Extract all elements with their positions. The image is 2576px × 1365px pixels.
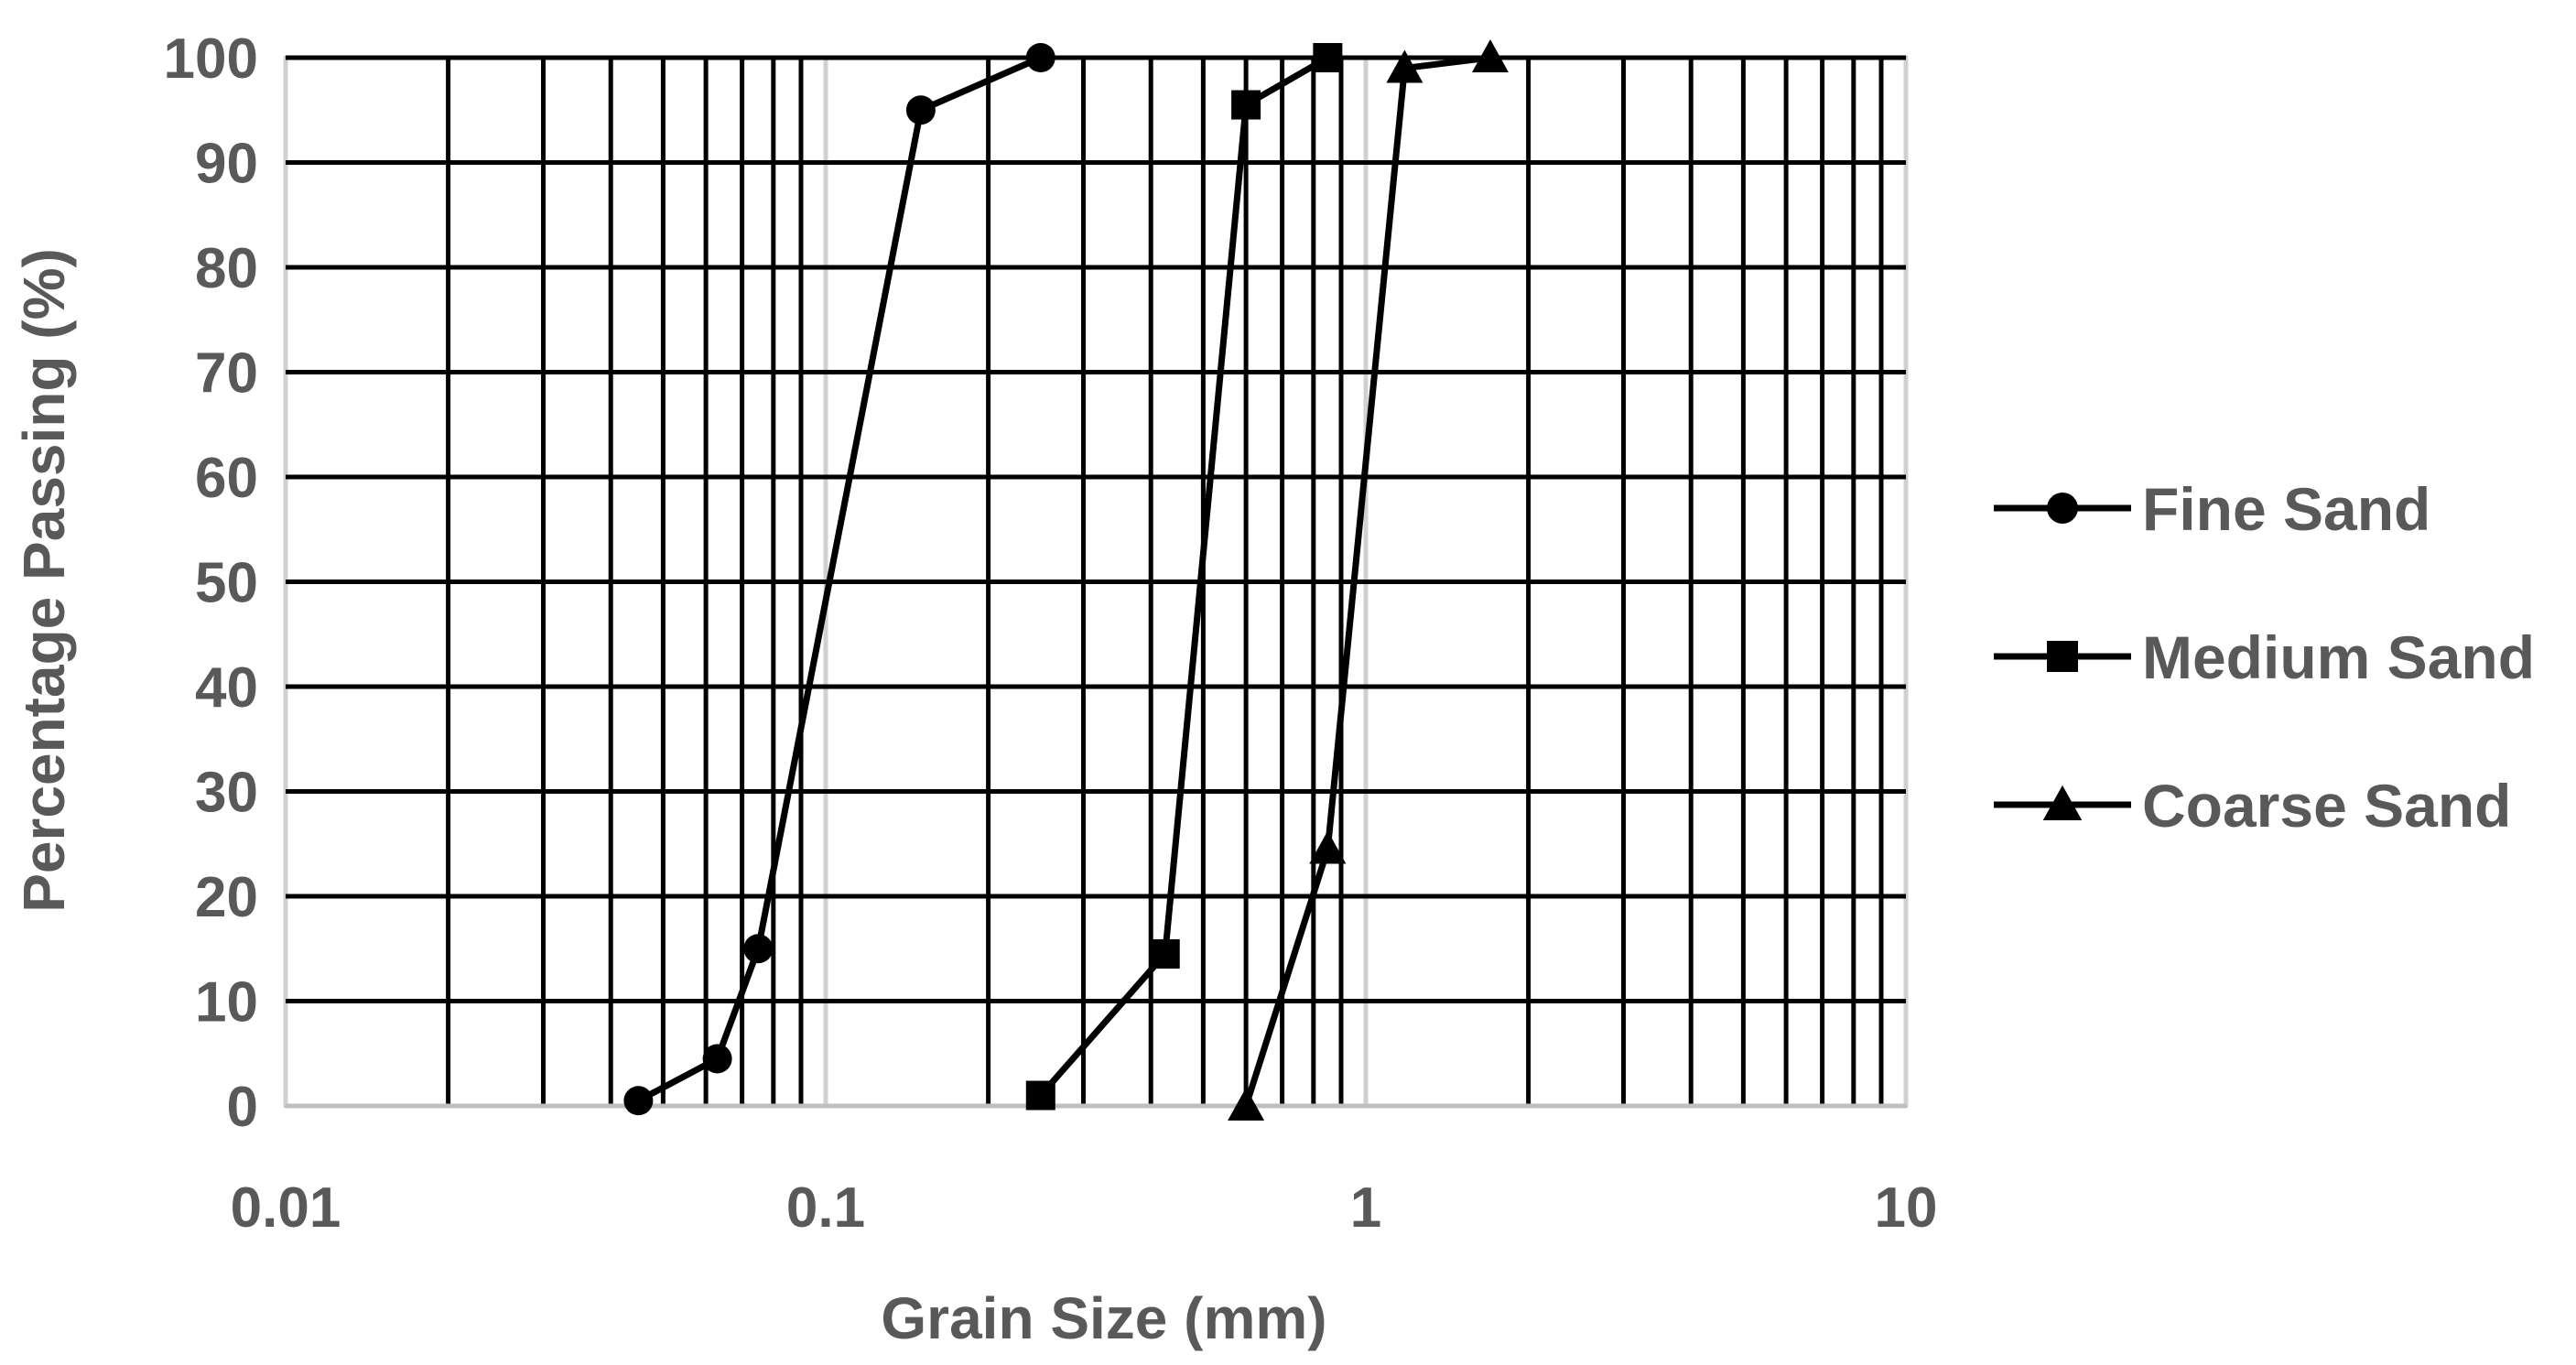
data-series [623,39,1509,1121]
legend-item-coarse-sand: Coarse Sand [1994,772,2511,840]
data-point-medium-sand [1150,938,1180,969]
y-axis-title: Percentage Passing (%) [11,248,77,913]
y-tick-label: 70 [195,342,258,406]
series-line-medium-sand [1038,54,1330,1098]
tick-labels: 0 10 20 30 40 50 60 70 80 90 100 0.01 0.1 1 10 [164,27,1938,1240]
legend-marker-coarse-sand [2042,785,2083,820]
x-tick-label: 0.01 [231,1176,341,1240]
y-tick-label: 100 [164,27,258,91]
data-point-coarse-sand [1228,1088,1265,1121]
y-tick-label: 90 [195,133,258,196]
series-fine-sand [623,43,1055,1116]
x-tick-label: 0.1 [786,1176,865,1240]
series-line-coarse-sand [1242,54,1491,1108]
x-tick-label: 10 [1875,1176,1938,1240]
legend-label-coarse-sand: Coarse Sand [2142,772,2511,840]
y-tick-label: 0 [227,1076,258,1139]
grid-lines [283,55,1909,1109]
x-tick-label: 1 [1350,1176,1381,1240]
series-line-fine-sand [636,54,1043,1104]
y-tick-label: 80 [195,237,258,300]
legend-label-fine-sand: Fine Sand [2142,475,2430,543]
legend-marker-fine-sand [2047,493,2078,524]
legend: Fine Sand Medium Sand Coarse Sand [1994,475,2535,840]
y-tick-label: 50 [195,552,258,615]
data-point-fine-sand [623,1086,654,1116]
y-tick-label: 10 [195,971,258,1035]
legend-item-medium-sand: Medium Sand [1994,623,2535,691]
data-point-coarse-sand [1309,830,1347,864]
y-tick-label: 40 [195,656,258,720]
y-tick-label: 30 [195,762,258,825]
data-point-coarse-sand [1386,49,1423,83]
legend-marker-medium-sand [2047,641,2078,672]
legend-item-fine-sand: Fine Sand [1994,475,2430,543]
data-point-fine-sand [1025,43,1055,72]
series-medium-sand [1025,43,1343,1110]
legend-label-medium-sand: Medium Sand [2142,623,2535,691]
data-point-fine-sand [905,95,936,125]
data-point-fine-sand [702,1044,732,1074]
data-point-coarse-sand [1471,39,1509,72]
x-axis-title: Grain Size (mm) [881,1285,1326,1351]
y-tick-label: 20 [195,866,258,929]
data-point-medium-sand [1313,43,1343,72]
data-point-fine-sand [743,934,774,964]
data-point-medium-sand [1025,1080,1055,1110]
y-tick-label: 60 [195,447,258,510]
data-point-medium-sand [1231,90,1261,120]
series-coarse-sand [1228,39,1509,1121]
